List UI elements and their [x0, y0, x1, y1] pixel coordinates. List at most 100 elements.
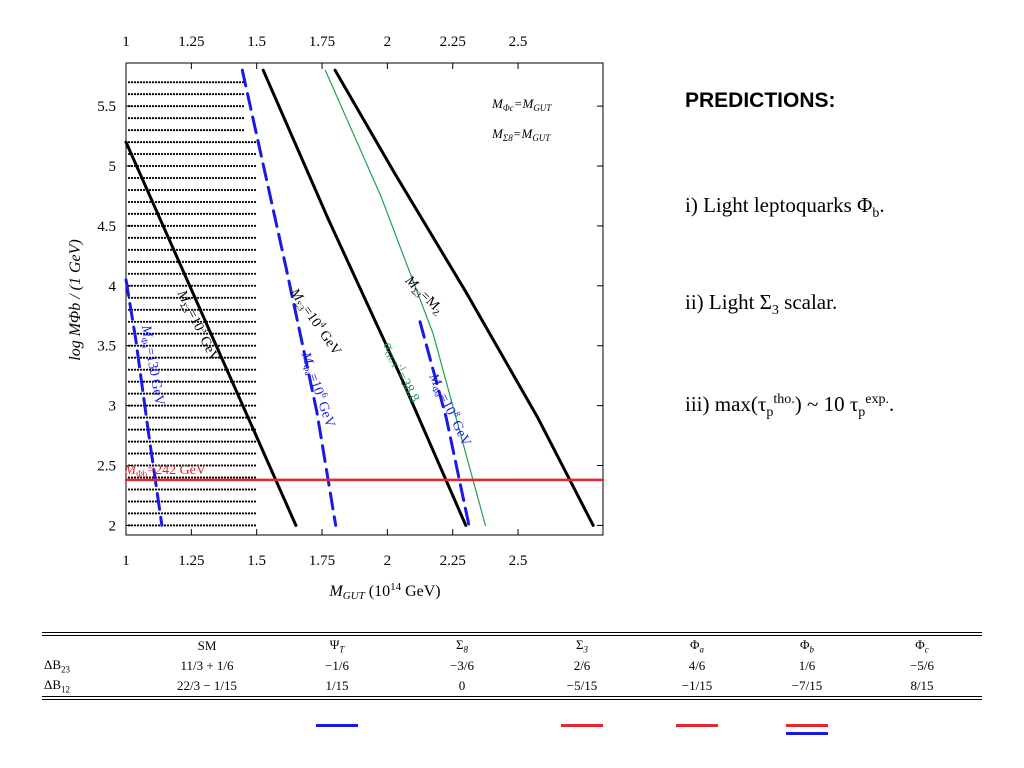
region-dot [241, 488, 245, 491]
region-dot [163, 368, 167, 371]
region-dot [205, 176, 209, 180]
region-dot [157, 416, 161, 419]
region-dot [157, 224, 161, 227]
region-dot [166, 152, 170, 156]
region-dot [238, 488, 242, 491]
region-dot [202, 428, 206, 431]
region-dot [229, 81, 233, 84]
region-dot [184, 164, 188, 168]
region-dot [178, 164, 182, 168]
y-tick-label: 2.5 [97, 459, 116, 475]
plot-frame [125, 62, 604, 536]
region-dot [184, 332, 188, 335]
region-dot [160, 512, 164, 515]
region-dot [181, 464, 185, 467]
region-dot [157, 464, 161, 467]
region-dot [175, 476, 179, 479]
region-dot [163, 464, 167, 467]
region-dot [253, 452, 257, 455]
region-dot [208, 81, 212, 84]
region-dot [253, 416, 257, 419]
region-dot [160, 236, 164, 239]
region-dot [166, 476, 170, 479]
region-dot [133, 236, 137, 239]
region-dot [127, 332, 131, 335]
region-dot [139, 105, 143, 108]
region-dot [223, 260, 227, 263]
region-dot [241, 188, 245, 192]
region-dot [253, 524, 257, 527]
region-dot [160, 188, 164, 192]
region-dot [205, 81, 209, 84]
region-dot [151, 236, 155, 239]
region-dot [163, 416, 167, 419]
region-dot [223, 117, 227, 120]
region-dot [217, 500, 221, 503]
region-dot [250, 224, 254, 227]
region-dot [187, 224, 191, 227]
region-dot [205, 308, 209, 311]
region-dot [241, 512, 245, 515]
region-dot [142, 416, 146, 419]
region-dot [202, 164, 206, 168]
region-dot [148, 176, 152, 180]
region-dot [217, 476, 221, 479]
region-dot [241, 164, 245, 168]
region-dot [169, 488, 173, 491]
region-dot [139, 117, 143, 120]
region-dot [130, 129, 134, 132]
region-dot [226, 380, 230, 383]
region-dot [157, 188, 161, 192]
region-dot [217, 188, 221, 192]
region-dot [127, 212, 131, 215]
region-dot [244, 404, 248, 407]
region-dot [133, 512, 137, 515]
region-dot [145, 152, 149, 156]
region-dot [247, 224, 251, 227]
region-dot [244, 224, 248, 227]
region-dot [208, 452, 212, 455]
region-dot [166, 500, 170, 503]
region-dot [178, 356, 182, 359]
region-dot [187, 93, 191, 96]
region-dot [181, 308, 185, 311]
region-dot [205, 332, 209, 335]
region-dot [160, 380, 164, 383]
region-dot [196, 152, 200, 156]
region-dot [133, 129, 137, 132]
region-dot [181, 296, 185, 299]
region-dot [163, 404, 167, 407]
region-dot [178, 117, 182, 120]
region-dot [214, 152, 218, 156]
region-dot [250, 344, 254, 347]
region-dot [166, 105, 170, 108]
region-dot [232, 81, 236, 84]
region-dot [139, 93, 143, 96]
region-dot [196, 129, 200, 132]
region-dot [148, 105, 152, 108]
region-dot [181, 524, 185, 527]
region-dot [217, 248, 221, 251]
region-dot [226, 392, 230, 395]
region-dot [214, 188, 218, 192]
region-dot [250, 464, 254, 467]
region-dot [211, 344, 215, 347]
region-dot [163, 105, 167, 108]
region-dot [163, 476, 167, 479]
region-dot [208, 488, 212, 491]
series-line-2 [333, 68, 595, 527]
region-dot [184, 452, 188, 455]
region-dot [172, 105, 176, 108]
region-dot [136, 320, 140, 323]
region-dot [199, 404, 203, 407]
region-dot [160, 488, 164, 491]
region-dot [160, 368, 164, 371]
region-dot [139, 272, 143, 275]
region-dot [172, 524, 176, 527]
region-dot [217, 404, 221, 407]
region-dot [226, 224, 230, 227]
region-dot [235, 236, 239, 239]
region-dot [244, 188, 248, 192]
region-dot [229, 176, 233, 180]
region-dot [232, 200, 236, 204]
